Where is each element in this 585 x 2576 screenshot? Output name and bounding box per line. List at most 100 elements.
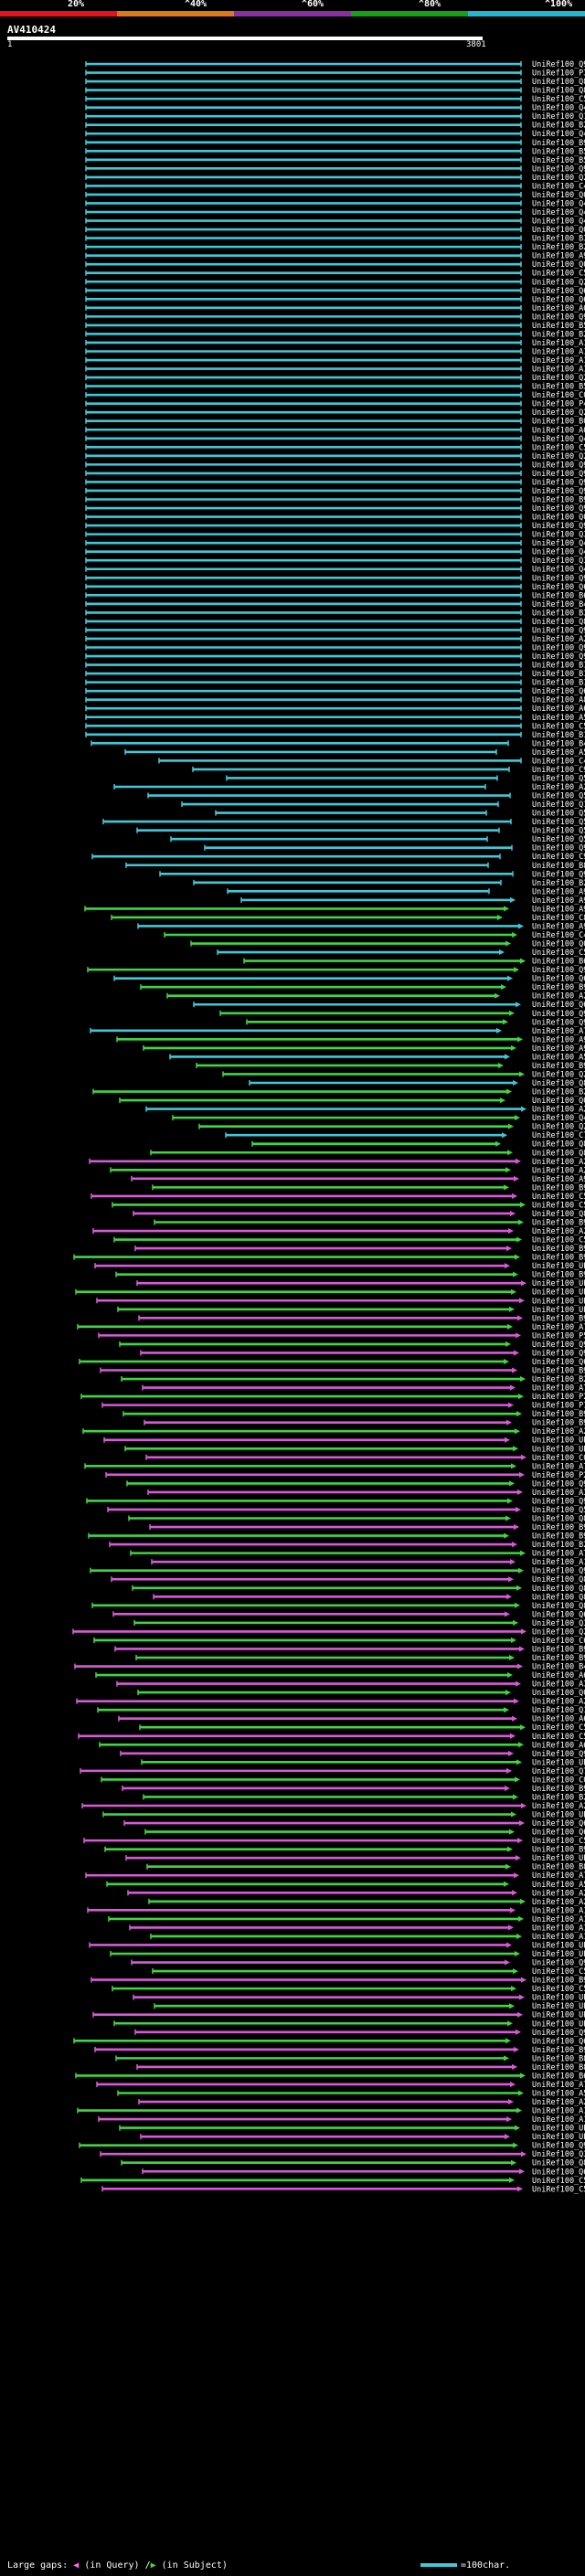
hit-label[interactable]: UniRef100_Q51DC3 [532,810,585,819]
hit-label[interactable]: UniRef100_B9T235 [532,1218,585,1227]
hit-label[interactable]: UniRef100_Q9FUU5 [532,164,585,174]
hit-label[interactable]: UniRef100_A9T0J0 [532,896,585,906]
hit-label[interactable]: UniRef100_P37115 [532,69,585,79]
hit-label[interactable]: UniRef100_C5XJF3 [532,1967,585,1977]
hit-label[interactable]: UniRef100_Q43070 [532,548,585,557]
hit-label[interactable]: UniRef100_B0FNN9 [532,418,585,427]
hit-label[interactable]: UniRef100_B9VI06 [532,139,585,148]
hit-label[interactable]: UniRef100_B4FQ59 [532,600,585,610]
hit-label[interactable]: UniRef100_B2Z8Q3 [532,1375,585,1384]
hit-label[interactable]: UniRef100_C0I326 [532,1454,585,1463]
hit-label[interactable]: UniRef100_B2LSE1 [532,122,585,131]
hit-label[interactable]: UniRef100_B6TBC9 [532,591,585,600]
hit-label[interactable]: UniRef100_C5X9C8 [532,2177,585,2186]
hit-label[interactable]: UniRef100_Q9SM46 [532,2029,585,2038]
hit-label[interactable]: UniRef100_A1XEK4 [532,1915,585,1924]
hit-label[interactable]: UniRef100_Q94B57 [532,504,585,514]
hit-label[interactable]: UniRef100_A1XEL1 [532,366,585,375]
hit-label[interactable]: UniRef100_Q43033 [532,566,585,575]
hit-label[interactable]: UniRef100_Q1L2U3 [532,800,585,810]
hit-label[interactable]: UniRef100_Q8G9N4 [532,1515,585,1524]
hit-label[interactable]: UniRef100_B9T234 [532,1785,585,1794]
hit-label[interactable]: UniRef100_C5X3J3 [532,270,585,279]
hit-label[interactable]: UniRef100_A1XEK5 [532,1906,585,1915]
hit-label[interactable]: UniRef100_B2DCJ4 [532,879,585,888]
hit-label[interactable]: UniRef100_Q2K315 [532,1070,585,1079]
hit-label[interactable]: UniRef100_Q61V46 [532,287,585,296]
hit-label[interactable]: UniRef100_Q17UC0 [532,112,585,122]
hit-label[interactable]: UniRef100_A1XEJ9 [532,1933,585,1942]
hit-label[interactable]: UniRef100_P20052 [532,1393,585,1402]
hit-label[interactable]: UniRef100_Q61V45 [532,1358,585,1367]
hit-label[interactable]: UniRef100_B9EBW8 [532,1254,585,1263]
hit-label[interactable]: UniRef100_Q2RU09 [532,174,585,183]
hit-label[interactable]: UniRef100_Q1A0A6 [532,1706,585,1715]
hit-label[interactable]: UniRef100_Q2QWF7 [532,1627,585,1637]
hit-label[interactable]: UniRef100_B2Z8P6 [532,243,585,252]
hit-label[interactable]: UniRef100_Q51DB4 [532,792,585,801]
hit-label[interactable]: UniRef100_Q43264 [532,199,585,208]
hit-label[interactable]: UniRef100_Q0QDS3 [532,514,585,523]
hit-label[interactable]: UniRef100_C8KH63 [532,914,585,923]
hit-label[interactable]: UniRef100_B9GKS3 [532,1532,585,1542]
hit-label[interactable]: UniRef100_Q9STX0 [532,1750,585,1759]
hit-label[interactable]: UniRef100_Q84VH7 [532,1602,585,1611]
hit-label[interactable]: UniRef100_Q84TU4 [532,618,585,627]
hit-label[interactable]: UniRef100_A9TTL0 [532,922,585,931]
hit-label[interactable]: UniRef100_A7PGQ9 [532,1323,585,1332]
hit-label[interactable]: UniRef100_Q96423 [532,60,585,69]
hit-label[interactable]: UniRef100_A7PFD3 [532,1027,585,1036]
hit-label[interactable]: UniRef100_Q24312 [532,278,585,287]
hit-label[interactable]: UniRef100_B9RHC7 [532,1183,585,1193]
hit-label[interactable]: UniRef100_A3CFR3 [532,1680,585,1690]
hit-label[interactable]: UniRef100_C4J461 [532,931,585,940]
hit-label[interactable]: UniRef100_A2QBP4 [532,1166,585,1175]
hit-label[interactable]: UniRef100_C6TH07 [532,1637,585,1646]
hit-label[interactable]: UniRef100_Q8GZY1 [532,1149,585,1158]
hit-label[interactable]: UniRef100_A9T383 [532,1035,585,1044]
hit-label[interactable]: UniRef100_B9HSJ3 [532,1523,585,1532]
hit-label[interactable]: UniRef100_C4DB54 [532,757,585,766]
hit-label[interactable]: UniRef100_Q84013 [532,2159,585,2168]
hit-label[interactable]: UniRef100_A1XEK3 [532,1924,585,1933]
hit-label[interactable]: UniRef100_C4HHA6 [532,182,585,191]
hit-label[interactable]: UniRef100_A2VFJ7 [532,1227,585,1236]
hit-label[interactable]: UniRef100_Q6Z1G1 [532,2168,585,2177]
hit-label[interactable]: UniRef100_Q9SWE3 [532,1959,585,1968]
hit-label[interactable]: UniRef100_Q9Y164 [532,2142,585,2151]
hit-label[interactable]: UniRef100_C5Y145 [532,949,585,958]
hit-label[interactable]: UniRef100_UP1000... [532,1950,585,1959]
hit-label[interactable]: UniRef100_A5AW80 [532,2089,585,2098]
hit-label[interactable]: UniRef100_A7PEE4 [532,1384,585,1394]
hit-label[interactable]: UniRef100_B9HLJ3 [532,1846,585,1855]
hit-label[interactable]: UniRef100_C5X9D8 [532,722,585,731]
hit-label[interactable]: UniRef100_Q8XZC4 [532,1140,585,1150]
hit-label[interactable]: UniRef100_B1GV37 [532,679,585,688]
hit-label[interactable]: UniRef100_Q8S528 [532,1575,585,1585]
hit-label[interactable]: UniRef100_Q940B0 [532,478,585,487]
hit-label[interactable]: UniRef100_UP1000... [532,2011,585,2020]
hit-label[interactable]: UniRef100_UP1000... [532,2133,585,2142]
hit-label[interactable]: UniRef100_B5KY05 [532,147,585,156]
hit-label[interactable]: UniRef100_Q81928 [532,87,585,96]
hit-label[interactable]: UniRef100_Q51D78 [532,818,585,827]
hit-label[interactable]: UniRef100_B9NRO5 [532,1271,585,1280]
hit-label[interactable]: UniRef100_Q41288 [532,130,585,139]
hit-label[interactable]: UniRef100_Q944NL [532,966,585,975]
hit-label[interactable]: UniRef100_Q8LNK0 [532,1593,585,1602]
hit-label[interactable]: UniRef100_C9YSN4 [532,766,585,775]
hit-label[interactable]: UniRef100_UP1000... [532,1279,585,1288]
hit-label[interactable]: UniRef100_B9SDB3 [532,496,585,505]
hit-label[interactable]: UniRef100_C7TWS8 [532,1131,585,1140]
hit-label[interactable]: UniRef100_A9PBZ7 [532,252,585,261]
hit-label[interactable]: UniRef100_A6YIH8 [532,1741,585,1750]
hit-label[interactable]: UniRef100_Q2TLH8 [532,408,585,418]
hit-label[interactable]: UniRef100_Q2LRD8 [532,374,585,383]
hit-label[interactable]: UniRef100_Q51DC4 [532,827,585,836]
hit-label[interactable]: UniRef100_UP1000... [532,1288,585,1298]
hit-label[interactable]: UniRef100_A1XEJ7 [532,2107,585,2116]
hit-label[interactable]: UniRef100_UP1000... [532,2019,585,2029]
hit-label[interactable]: UniRef100_P48522 [532,400,585,409]
hit-label[interactable]: UniRef100_A2VXT2 [532,1427,585,1436]
hit-label[interactable]: UniRef100_B9EBU0 [532,1245,585,1254]
